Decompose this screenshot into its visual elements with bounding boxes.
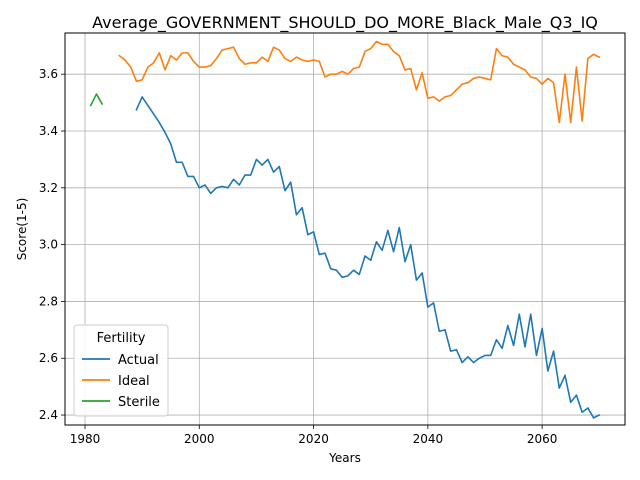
series-line-ideal — [118, 40, 601, 124]
y-tick-label: 3.4 — [39, 124, 58, 138]
legend: Fertility Actual Ideal Sterile — [73, 324, 169, 417]
y-tick-label: 3.0 — [39, 238, 58, 252]
x-tick-label: 2020 — [298, 432, 329, 446]
x-tick-label: 2060 — [527, 432, 558, 446]
x-tick-label: 2000 — [184, 432, 215, 446]
legend-label-sterile: Sterile — [118, 395, 160, 410]
chart-title: Average_GOVERNMENT_SHOULD_DO_MORE_Black_… — [92, 13, 598, 33]
series-line-actual — [135, 96, 601, 419]
y-tick-label: 2.6 — [39, 351, 58, 365]
legend-label-ideal: Ideal — [118, 374, 150, 389]
y-tick-label: 2.8 — [39, 294, 58, 308]
series-line-sterile — [89, 93, 104, 107]
y-tick-label: 2.4 — [39, 408, 58, 422]
legend-title: Fertility — [97, 331, 146, 346]
y-tick-label: 3.2 — [39, 181, 58, 195]
legend-box — [73, 324, 169, 417]
grid — [65, 33, 625, 425]
series-layer — [89, 40, 601, 419]
x-tick-label: 1980 — [70, 432, 101, 446]
y-tick-label: 3.6 — [39, 67, 58, 81]
legend-label-actual: Actual — [118, 353, 159, 368]
y-axis-label: Score(1-5) — [15, 198, 29, 261]
x-axis-label: Years — [328, 451, 361, 465]
plot-frame — [64, 32, 626, 426]
axis-ticks: 1980 2000 2020 2040 2060 2.4 2.6 2.8 3.0 3.2 3.4 3.… — [39, 67, 558, 446]
x-tick-label: 2040 — [413, 432, 444, 446]
